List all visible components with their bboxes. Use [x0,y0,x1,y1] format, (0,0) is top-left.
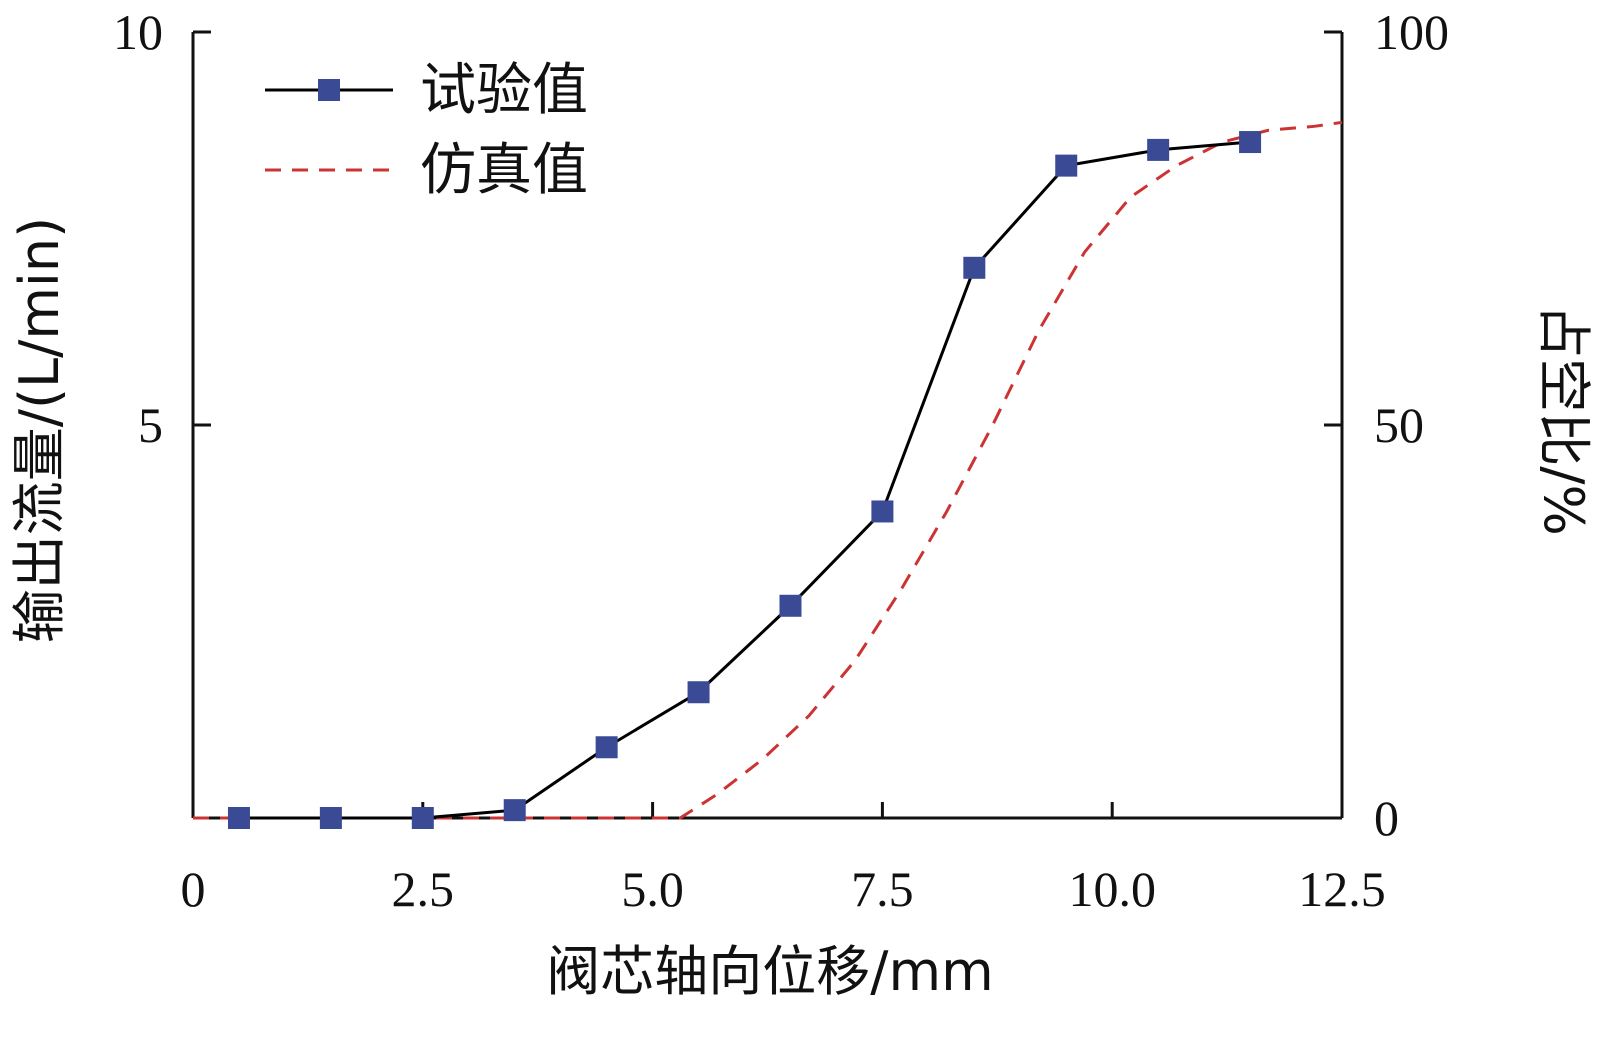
legend-label-sim: 仿真值 [420,138,588,203]
data-point-exp [227,807,250,829]
data-point-exp [411,807,434,829]
series-layer [193,120,1343,829]
x-tick-label: 2.5 [392,861,455,917]
series-line-sim [193,120,1343,820]
x-tick-label: 10.0 [1068,861,1156,917]
data-point-exp [319,807,342,829]
y-tick-label-left: 5 [138,397,163,453]
x-tick-label: 5.0 [621,861,684,917]
data-point-exp [871,500,894,523]
legend-label-exp: 试验值 [420,58,588,123]
y-axis-right-title: 占空比/% [1532,304,1595,536]
x-tick-label: 7.5 [851,861,914,917]
data-point-exp [595,736,618,759]
data-point-exp [779,594,802,617]
y-tick-label-right: 50 [1374,397,1424,453]
data-point-exp [1147,138,1170,161]
x-axis-title: 阀芯轴向位移/mm [546,940,993,1003]
x-tick-label: 12.5 [1298,861,1386,917]
data-point-exp [1055,154,1078,177]
data-point-exp [1239,131,1262,154]
y-tick-label-right: 100 [1374,4,1449,60]
x-tick-label: 0 [181,861,206,917]
y-tick-label-right: 0 [1374,790,1399,846]
y-axis-title: 输出流量/(L/min) [8,217,71,643]
series-line-exp [238,140,1251,820]
data-point-exp [503,799,526,822]
legend-marker-exp [318,79,340,101]
data-point-exp [963,256,986,279]
y-tick-label-left: 10 [113,4,163,60]
data-point-exp [687,681,710,704]
